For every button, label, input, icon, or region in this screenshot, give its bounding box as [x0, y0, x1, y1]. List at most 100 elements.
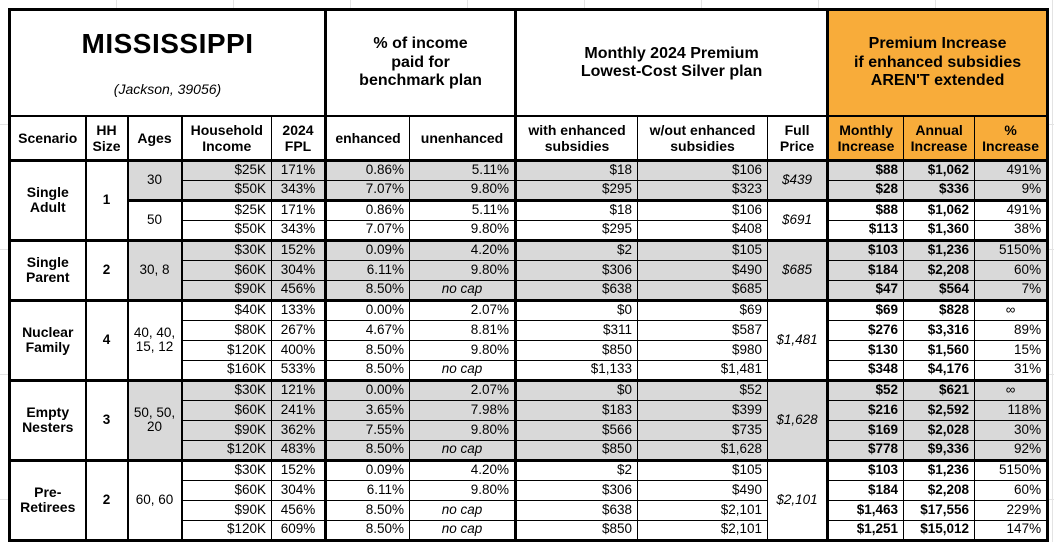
cell-annual-increase: $1,062 — [903, 159, 976, 181]
cell-fpl: 152% — [270, 458, 327, 481]
cell-income: $60K — [180, 399, 272, 421]
cell-income: $25K — [180, 198, 272, 221]
col-header-hh-size: HH Size — [84, 115, 128, 162]
cell-without-subsidies: $490 — [637, 479, 769, 501]
cell-ages: 60, 60 — [126, 458, 182, 541]
cell-ages: 40, 40, 15, 12 — [126, 298, 182, 381]
cell-fpl: 304% — [270, 479, 327, 501]
group-header-row: MISSISSIPPI (Jackson, 39056) % of income… — [8, 9, 1049, 118]
cell-fpl: 362% — [270, 419, 327, 441]
cell-hh-size: 2 — [84, 238, 128, 301]
cell-monthly-increase: $1,463 — [826, 499, 905, 521]
cell-enhanced: 6.11% — [324, 259, 411, 281]
cell-without-subsidies: $685 — [637, 279, 769, 301]
cell-annual-increase: $1,360 — [903, 219, 976, 241]
cell-without-subsidies: $408 — [637, 219, 769, 241]
cell-hh-size: 3 — [84, 378, 128, 461]
cell-without-subsidies: $587 — [637, 319, 769, 341]
cell-income: $90K — [180, 279, 272, 301]
cell-monthly-increase: $348 — [826, 359, 905, 381]
cell-without-subsidies: $1,481 — [637, 359, 769, 381]
cell-pct-increase: 491% — [974, 159, 1049, 181]
table-row: $60K 241% 3.65% 7.98% $183 $399 $216 $2,… — [10, 399, 1049, 421]
table-row: 50 $25K 171% 0.86% 5.11% $18 $106 $691 $… — [10, 198, 1049, 241]
cell-annual-increase: $828 — [903, 298, 976, 321]
cell-scenario: Single Parent — [9, 238, 86, 301]
cell-with-subsidies: $0 — [514, 298, 639, 321]
cell-unenhanced: 8.81% — [409, 319, 517, 341]
table-row: $50K 343% 7.07% 9.80% $295 $323 $28 $336… — [10, 179, 1049, 201]
cell-annual-increase: $621 — [903, 378, 976, 401]
cell-income: $60K — [180, 259, 272, 281]
cell-fpl: 152% — [270, 238, 327, 261]
cell-annual-increase: $2,592 — [903, 399, 976, 421]
col-header-pct-increase: % Increase — [974, 115, 1049, 162]
cell-annual-increase: $3,316 — [903, 319, 976, 341]
cell-ages: 30, 8 — [126, 238, 182, 301]
col-header-annual-increase: Annual Increase — [903, 115, 976, 162]
cell-enhanced: 4.67% — [324, 319, 411, 341]
cell-annual-increase: $564 — [903, 279, 976, 301]
cell-enhanced: 0.86% — [324, 159, 411, 181]
cell-income: $120K — [180, 339, 272, 361]
cell-fpl: 171% — [270, 198, 327, 221]
cell-enhanced: 0.86% — [324, 198, 411, 221]
cell-pct-increase: 229% — [974, 499, 1049, 521]
cell-full-price: $1,628 — [767, 378, 829, 461]
cell-monthly-increase: $169 — [826, 419, 905, 441]
cell-income: $160K — [180, 359, 272, 381]
table-row: $90K 362% 7.55% 9.80% $566 $735 $169 $2,… — [10, 419, 1049, 441]
cell-full-price: $685 — [767, 238, 829, 301]
cell-annual-increase: $17,556 — [903, 499, 976, 521]
cell-pct-increase: 5150% — [974, 238, 1049, 261]
cell-income: $30K — [180, 378, 272, 401]
cell-fpl: 267% — [270, 319, 327, 341]
cell-with-subsidies: $295 — [514, 179, 639, 201]
cell-unenhanced: 2.07% — [409, 378, 517, 401]
cell-without-subsidies: $735 — [637, 419, 769, 441]
cell-with-subsidies: $18 — [514, 159, 639, 181]
table-row: Single Parent 2 30, 8 $30K 152% 0.09% 4.… — [9, 238, 1049, 301]
cell-full-price: $439 — [767, 159, 829, 201]
cell-monthly-increase: $28 — [826, 179, 905, 201]
cell-annual-increase: $336 — [903, 179, 976, 201]
cell-annual-increase: $15,012 — [903, 519, 976, 541]
cell-pct-increase: 60% — [974, 259, 1049, 281]
cell-unenhanced: no cap — [409, 439, 517, 461]
cell-income: $30K — [180, 238, 272, 261]
cell-pct-increase: 9% — [974, 179, 1049, 201]
cell-monthly-increase: $88 — [826, 198, 905, 221]
cell-income: $120K — [180, 519, 272, 541]
cell-pct-increase: 7% — [974, 279, 1049, 301]
cell-unenhanced: 9.80% — [409, 479, 517, 501]
cell-monthly-increase: $130 — [826, 339, 905, 361]
cell-with-subsidies: $850 — [514, 339, 639, 361]
cell-monthly-increase: $88 — [826, 159, 905, 181]
cell-hh-size: 1 — [84, 159, 128, 241]
cell-with-subsidies: $0 — [514, 378, 639, 401]
cell-pct-increase: ∞ — [974, 298, 1049, 321]
cell-enhanced: 8.50% — [324, 339, 411, 361]
cell-with-subsidies: $306 — [514, 479, 639, 501]
cell-without-subsidies: $2,101 — [637, 499, 769, 521]
cell-with-subsidies: $2 — [514, 238, 639, 261]
cell-income: $120K — [180, 439, 272, 461]
group-header-increase: Premium Increase if enhanced subsidies A… — [826, 9, 1049, 118]
cell-enhanced: 8.50% — [324, 439, 411, 461]
cell-unenhanced: no cap — [409, 519, 517, 541]
cell-full-price: $691 — [767, 198, 829, 241]
cell-without-subsidies: $105 — [637, 458, 769, 481]
cell-without-subsidies: $399 — [637, 399, 769, 421]
cell-income: $50K — [180, 179, 272, 201]
cell-monthly-increase: $276 — [826, 319, 905, 341]
cell-without-subsidies: $490 — [637, 259, 769, 281]
cell-scenario: Pre- Retirees — [9, 458, 86, 541]
cell-enhanced: 0.09% — [324, 458, 411, 481]
cell-unenhanced: 5.11% — [409, 198, 517, 221]
column-header-row: Scenario HH Size Ages Household Income 2… — [9, 115, 1049, 162]
cell-fpl: 609% — [270, 519, 327, 541]
cell-income: $80K — [180, 319, 272, 341]
cell-income: $60K — [180, 479, 272, 501]
cell-without-subsidies: $2,101 — [637, 519, 769, 541]
col-header-fpl: 2024 FPL — [270, 115, 327, 162]
